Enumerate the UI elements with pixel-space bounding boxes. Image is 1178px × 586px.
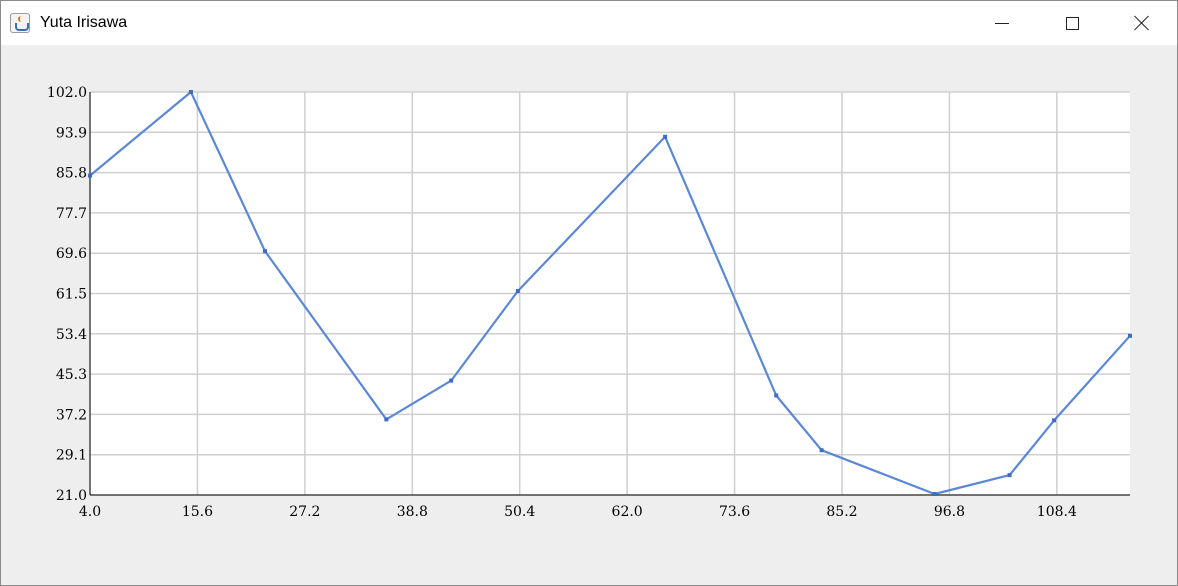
y-tick-label: 77.7 (56, 206, 87, 222)
x-tick-label: 15.6 (182, 504, 213, 520)
java-icon[interactable] (10, 13, 30, 33)
y-tick-label: 102.0 (47, 85, 87, 101)
x-tick-label: 62.0 (612, 504, 643, 520)
x-tick-label: 4.0 (79, 504, 101, 520)
y-tick-label: 85.8 (56, 166, 87, 182)
x-tick-label: 73.6 (719, 504, 750, 520)
minimize-icon (995, 22, 1009, 24)
close-button[interactable] (1107, 1, 1177, 45)
data-point (774, 393, 779, 398)
x-tick-label: 38.8 (397, 504, 428, 520)
data-point (88, 173, 92, 178)
minimize-button[interactable] (967, 1, 1037, 45)
x-tick-label: 96.8 (934, 504, 965, 520)
y-tick-label: 53.4 (56, 327, 87, 343)
y-tick-label: 61.5 (56, 287, 87, 303)
data-point (932, 492, 937, 497)
y-tick-label: 37.2 (56, 407, 87, 423)
data-point (1052, 418, 1057, 423)
y-tick-label: 29.1 (56, 448, 87, 464)
data-point-markers (88, 90, 1132, 497)
data-point (449, 378, 454, 383)
y-tick-label: 45.3 (56, 367, 87, 383)
chart-canvas: 21.0 29.1 37.2 45.3 53.4 61.5 69.6 77.7 85.8 93.9… (47, 85, 1132, 520)
data-point (515, 289, 520, 294)
data-point (1007, 473, 1012, 478)
x-tick-label: 108.4 (1037, 504, 1077, 520)
x-tick-label: 50.4 (504, 504, 535, 520)
data-point (819, 448, 824, 453)
data-point (263, 249, 268, 254)
java-icon-steam (18, 16, 24, 22)
y-tick-label: 21.0 (56, 488, 87, 504)
grid-lines (89, 91, 1130, 496)
java-icon-cup (15, 23, 29, 31)
title-bar[interactable]: Yuta Irisawa (1, 1, 1177, 45)
x-tick-label: 27.2 (289, 504, 320, 520)
data-point (663, 134, 668, 139)
maximize-button[interactable] (1037, 1, 1107, 45)
axes (89, 92, 1130, 496)
line-chart: 21.0 29.1 37.2 45.3 53.4 61.5 69.6 77.7 85.8 93.9… (1, 45, 1177, 585)
x-tick-label: 85.2 (826, 504, 857, 520)
data-point (384, 417, 389, 422)
maximize-icon (1065, 16, 1079, 30)
tick-labels: 21.0 29.1 37.2 45.3 53.4 61.5 69.6 77.7 85.8 93.9… (47, 85, 1077, 520)
y-tick-label: 93.9 (56, 125, 87, 141)
close-icon (1134, 15, 1150, 31)
data-point (188, 90, 193, 94)
data-point (1128, 333, 1132, 338)
y-tick-label: 69.6 (56, 246, 87, 262)
window-title: Yuta Irisawa (40, 14, 128, 31)
